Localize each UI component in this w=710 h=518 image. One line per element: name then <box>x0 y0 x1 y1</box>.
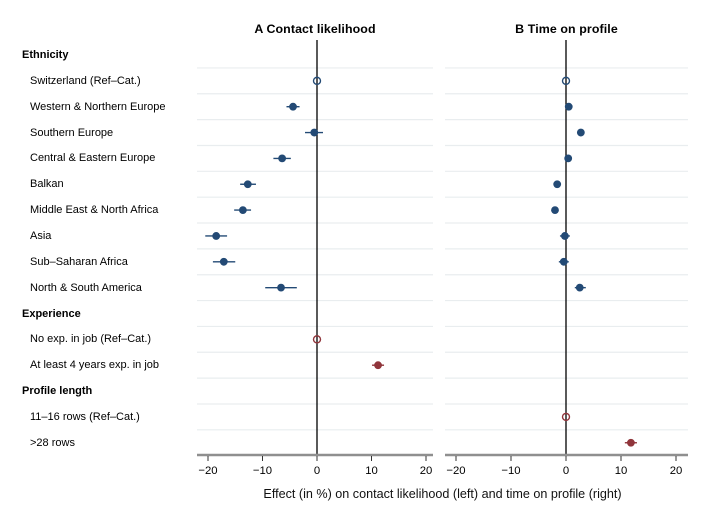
ref-point <box>561 412 571 422</box>
point <box>553 180 562 189</box>
group-header-label: Profile length <box>22 385 93 398</box>
row-label: Middle East & North Africa <box>30 204 159 217</box>
row-label: 11–16 rows (Ref–Cat.) <box>30 410 140 423</box>
x-tick-label: 20 <box>670 465 683 477</box>
point <box>238 206 247 215</box>
row-label: Central & Eastern Europe <box>30 152 156 165</box>
point <box>564 102 573 111</box>
row-label: Sub–Saharan Africa <box>30 255 128 268</box>
panel-a-title: A Contact likelihood <box>254 22 376 36</box>
row-label: Western & Northern Europe <box>30 100 166 113</box>
x-tick-label: 10 <box>615 465 628 477</box>
row-label: North & South America <box>30 281 142 294</box>
x-tick-label: −20 <box>198 465 217 477</box>
ref-point <box>312 335 322 344</box>
point <box>576 128 585 137</box>
x-tick-label: 10 <box>365 465 378 477</box>
ref-point <box>312 76 322 86</box>
point <box>374 361 382 370</box>
x-tick-label: 20 <box>420 465 433 477</box>
point <box>627 438 635 447</box>
point <box>564 154 573 163</box>
point <box>219 257 228 266</box>
x-tick-label: 0 <box>314 465 320 477</box>
row-label: Asia <box>30 229 52 242</box>
point <box>289 102 297 111</box>
panel-b-title: B Time on profile <box>515 22 618 36</box>
row-label: Balkan <box>30 178 64 191</box>
point <box>559 257 568 266</box>
point <box>561 232 569 240</box>
x-tick-label: −20 <box>446 465 465 477</box>
row-label: No exp. in job (Ref–Cat.) <box>30 333 152 346</box>
row-label: >28 rows <box>30 436 75 449</box>
x-tick-label: −10 <box>501 465 520 477</box>
point <box>310 128 319 137</box>
x-axis-label: Effect (in %) on contact likelihood (lef… <box>263 487 622 501</box>
point <box>551 206 559 215</box>
point <box>243 180 252 189</box>
ref-point <box>561 76 571 86</box>
point <box>277 283 285 292</box>
row-label: Switzerland (Ref–Cat.) <box>30 74 141 87</box>
group-header-label: Experience <box>22 307 81 320</box>
x-tick-label: 0 <box>563 465 569 477</box>
row-label: At least 4 years exp. in job <box>30 359 160 372</box>
point <box>212 232 221 240</box>
point <box>575 283 584 292</box>
group-header-label: Ethnicity <box>22 49 69 61</box>
row-label: Southern Europe <box>30 126 114 139</box>
x-tick-label: −10 <box>253 465 272 477</box>
point <box>278 154 287 163</box>
